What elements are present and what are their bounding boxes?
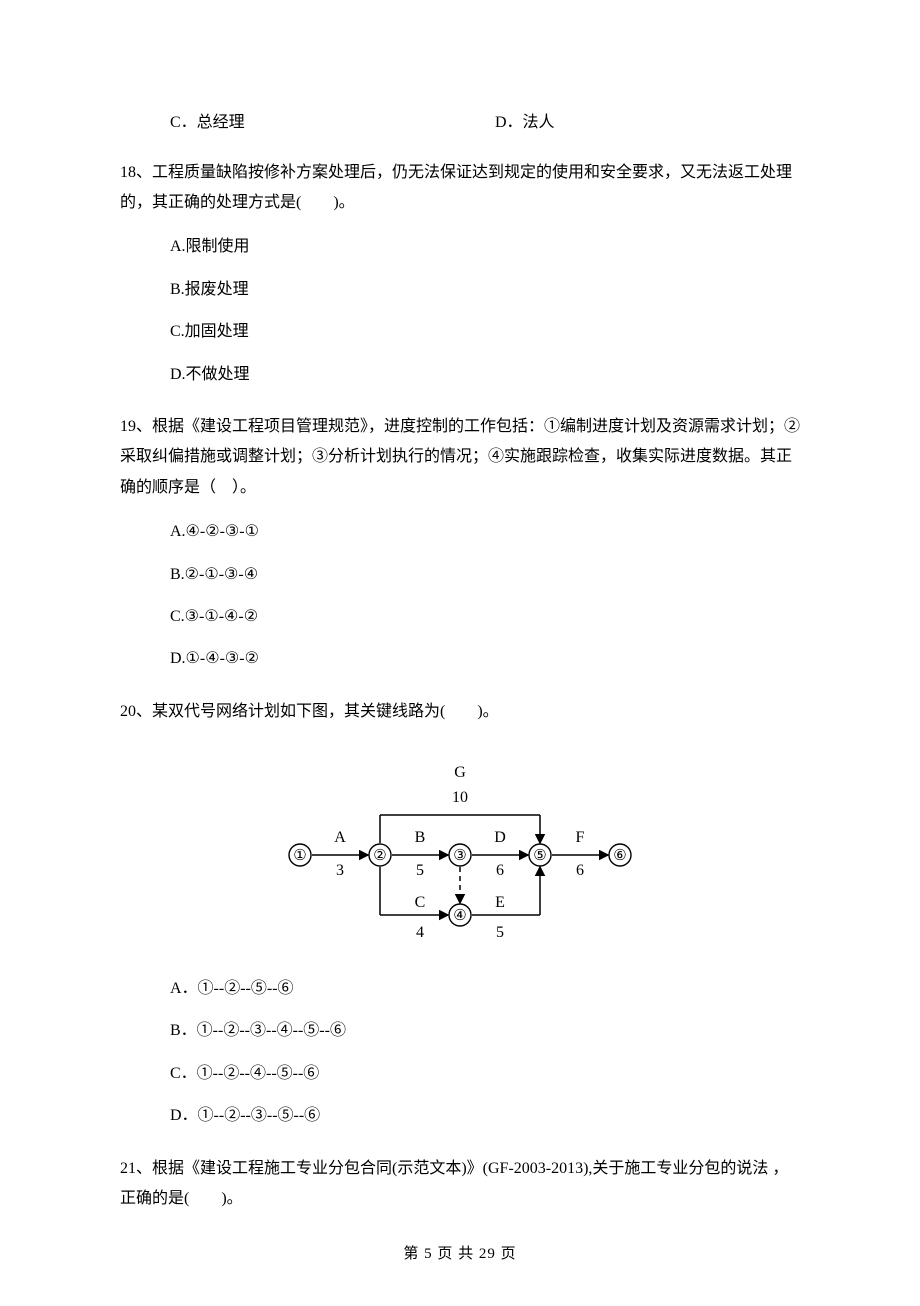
q18-option-a: A.限制使用 [120,232,800,262]
q20-option-c: C．①--②--④--⑤--⑥ [120,1059,800,1089]
svg-text:10: 10 [452,789,468,806]
svg-text:3: 3 [336,862,344,879]
q21-stem: 21、根据《建设工程施工专业分包合同(示范文本)》(GF-2003-2013),… [120,1154,800,1215]
q20-network-diagram: A 3 B 5 D 6 F 6 G 10 C 4 E 5 ① ② ③ ④ ⑤ ⑥ [120,745,800,950]
q19-stem: 19、根据《建设工程项目管理规范》，进度控制的工作包括：①编制进度计划及资源需求… [120,412,800,503]
svg-text:E: E [495,894,505,911]
svg-text:①: ① [293,848,306,864]
prev-question-options-row: C．总经理 D．法人 [120,110,800,136]
svg-text:B: B [414,829,425,846]
svg-text:⑥: ⑥ [613,848,626,864]
q19-option-c: C.③-①-④-② [120,602,800,632]
svg-text:4: 4 [416,924,424,941]
network-svg: A 3 B 5 D 6 F 6 G 10 C 4 E 5 ① ② ③ ④ ⑤ ⑥ [278,745,643,950]
svg-text:D: D [494,829,506,846]
svg-text:5: 5 [416,862,424,879]
page-footer: 第 5 页 共 29 页 [120,1242,800,1266]
svg-text:A: A [334,829,346,846]
svg-text:F: F [575,829,584,846]
svg-text:C: C [414,894,425,911]
q20-option-a: A．①--②--⑤--⑥ [120,974,800,1004]
svg-text:5: 5 [496,924,504,941]
svg-text:6: 6 [576,862,584,879]
q18-stem: 18、工程质量缺陷按修补方案处理后，仍无法保证达到规定的使用和安全要求，又无法返… [120,158,800,219]
document-page: C．总经理 D．法人 18、工程质量缺陷按修补方案处理后，仍无法保证达到规定的使… [0,0,920,1306]
q18-option-c: C.加固处理 [120,317,800,347]
svg-text:④: ④ [453,908,466,924]
svg-text:⑤: ⑤ [533,848,546,864]
q19-option-b: B.②-①-③-④ [120,560,800,590]
q20-option-d: D．①--②--③--⑤--⑥ [120,1101,800,1131]
q18-option-d: D.不做处理 [120,360,800,390]
q20-stem: 20、某双代号网络计划如下图，其关键线路为( )。 [120,697,800,727]
q19-option-a: A.④-②-③-① [120,517,800,547]
q20-option-b: B．①--②--③--④--⑤--⑥ [120,1016,800,1046]
q19-option-d: D.①-④-③-② [120,644,800,674]
option-d: D．法人 [475,110,800,136]
option-c: C．总经理 [120,110,475,136]
svg-text:②: ② [373,848,386,864]
svg-text:6: 6 [496,862,504,879]
q18-option-b: B.报废处理 [120,275,800,305]
svg-text:G: G [454,764,466,781]
svg-text:③: ③ [453,848,466,864]
